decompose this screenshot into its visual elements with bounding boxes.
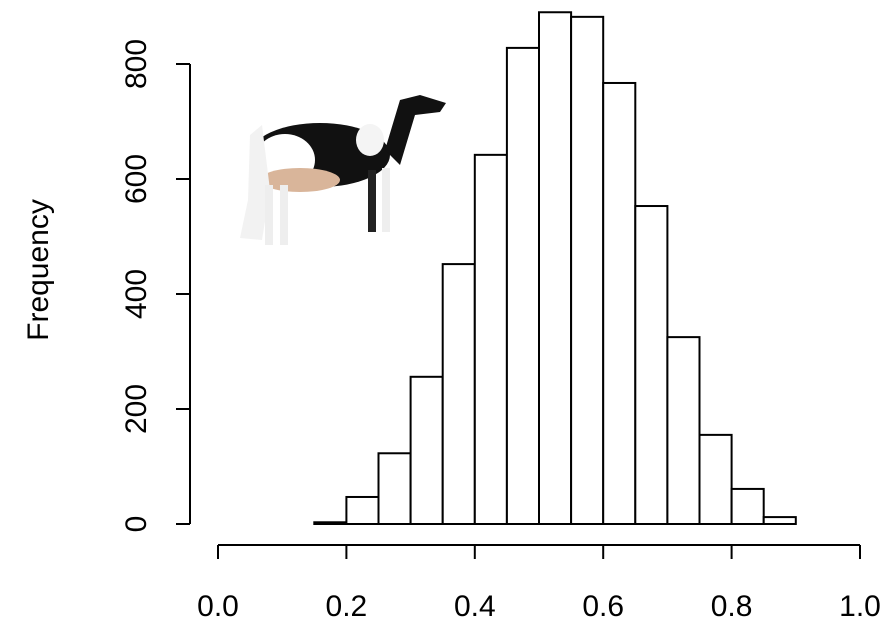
bar [539, 12, 571, 524]
x-tick-label: 0.2 [326, 590, 368, 623]
y-tick-label: 400 [120, 269, 153, 319]
chart: Frequency 0 200 400 600 800 0.0 0.2 0.4 0.6 0.8 1.… [0, 0, 891, 637]
bar [379, 453, 411, 524]
bar [700, 435, 732, 524]
bar [507, 48, 539, 524]
bar [475, 155, 507, 524]
bar [667, 337, 699, 524]
bar [603, 83, 635, 524]
x-tick-label: 1.0 [839, 590, 881, 623]
x-tick-label: 0.8 [711, 590, 753, 623]
cow-image [240, 95, 446, 245]
x-tick-label: 0.4 [454, 590, 496, 623]
page: {"chart_data": {"type": "histogram", "y_… [0, 0, 891, 637]
bar [635, 206, 667, 524]
y-tick-label: 200 [120, 384, 153, 434]
x-tick-label: 0.0 [197, 590, 239, 623]
bar [443, 264, 475, 524]
y-axis-label: Frequency [22, 199, 55, 341]
y-tick-label: 0 [120, 516, 153, 533]
x-tick-label: 0.6 [582, 590, 624, 623]
bar [571, 17, 603, 524]
y-tick-label: 600 [120, 154, 153, 204]
bar [346, 497, 378, 524]
bar [764, 517, 796, 524]
bar [411, 377, 443, 524]
y-tick-label: 800 [120, 39, 153, 89]
bar [732, 489, 764, 524]
bar [314, 522, 346, 524]
